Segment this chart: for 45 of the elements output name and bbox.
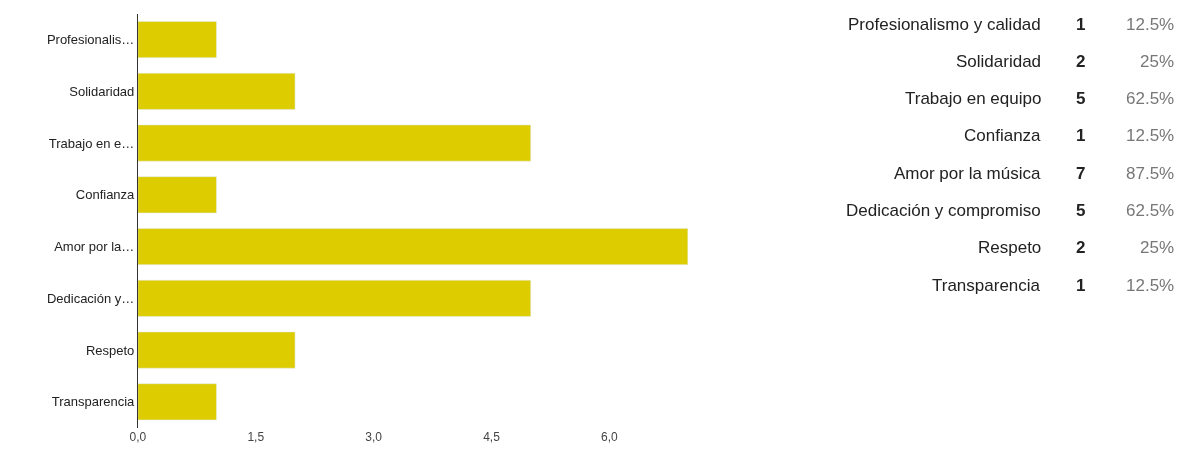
text: 12.5% — [1126, 126, 1175, 145]
category-label: Amor por la música — [894, 164, 1041, 183]
category-label: Confianza — [964, 126, 1042, 145]
x-tick-label: 1,5 — [247, 429, 265, 444]
text: 62.5% — [1126, 89, 1175, 108]
text: 12.5% — [1126, 276, 1175, 295]
data-label: 1 — [1076, 126, 1086, 145]
data-label: 1 — [1076, 276, 1086, 295]
text: 62.5% — [1126, 201, 1175, 220]
bar — [137, 176, 217, 214]
text: 25% — [1140, 238, 1175, 257]
bar — [137, 279, 531, 317]
category-label: Profesionalismo y calidad — [848, 15, 1041, 34]
data-label: 5 — [1076, 201, 1086, 220]
y-tick-label: Confianza — [75, 187, 136, 203]
y-tick-label: Solidaridad — [69, 83, 135, 99]
x-tick-label: 6,0 — [600, 429, 618, 444]
data-label: 7 — [1076, 164, 1086, 183]
data-label: 1 — [1076, 15, 1086, 34]
text: 87.5% — [1126, 164, 1175, 183]
y-tick-label: Profesionalis… — [46, 32, 135, 48]
y-tick-label: Transparencia — [51, 394, 136, 410]
data-label: 2 — [1076, 52, 1086, 71]
y-tick-label: Respeto — [85, 342, 135, 358]
category-label: Transparencia — [932, 276, 1041, 295]
data-label: 5 — [1076, 89, 1086, 108]
bar — [137, 21, 217, 58]
text: 12.5% — [1126, 15, 1175, 34]
bar — [137, 383, 217, 421]
category-label: Dedicación y compromiso — [846, 201, 1041, 220]
bar — [137, 228, 688, 265]
bar — [137, 72, 296, 110]
data-label: 2 — [1076, 238, 1086, 257]
bar — [137, 124, 531, 162]
x-tick-label: 4,5 — [483, 429, 501, 444]
y-tick-label: Trabajo en e… — [48, 135, 135, 151]
category-label: Solidaridad — [956, 52, 1042, 71]
x-tick-label: 0,0 — [129, 429, 147, 444]
x-tick-label: 3,0 — [365, 429, 383, 444]
category-label: Trabajo en equipo — [905, 89, 1042, 108]
category-label: Respeto — [978, 238, 1042, 257]
y-tick-label: Dedicación y… — [46, 290, 135, 306]
bar — [137, 331, 296, 369]
y-tick-label: Amor por la… — [54, 239, 135, 255]
text: 25% — [1140, 52, 1175, 71]
